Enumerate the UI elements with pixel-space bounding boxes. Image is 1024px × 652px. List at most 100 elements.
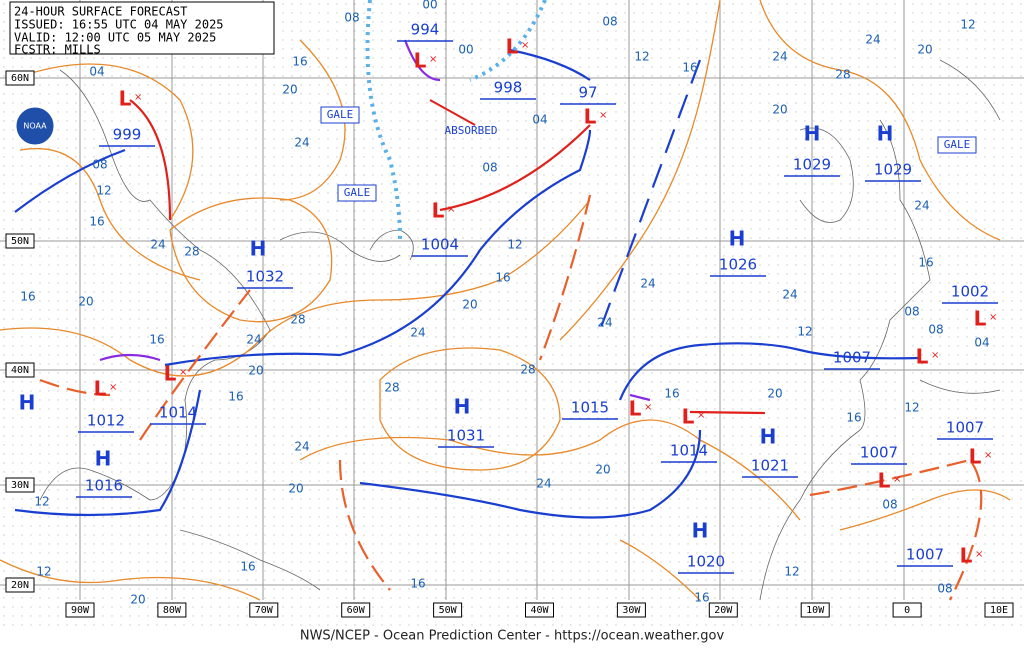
low-center: L	[878, 469, 891, 493]
isobar-label: 12	[507, 238, 522, 252]
isobar-label: 20	[78, 295, 93, 309]
isobar-label: 16	[292, 55, 307, 69]
header-forecaster: FCSTR: MILLS	[14, 43, 101, 57]
isobar-label: 28	[835, 68, 850, 82]
high-center: H	[19, 391, 36, 415]
high-center: H	[760, 425, 777, 449]
header-frame	[9, 1, 275, 55]
lon-label: 40W	[530, 605, 549, 616]
low-x: ×	[429, 54, 437, 65]
pressure-value: 1032	[246, 268, 284, 286]
annotation: GALE	[344, 186, 371, 199]
lon-label: 60W	[347, 605, 366, 616]
lon-label-box	[892, 602, 922, 618]
low-center: L	[506, 35, 519, 59]
low-center: L	[974, 307, 987, 331]
low-x: ×	[984, 450, 992, 461]
high-center: H	[877, 122, 894, 146]
lat-label: 20N	[11, 580, 29, 591]
lat-label: 50N	[11, 236, 29, 247]
pressure-value: 1007	[860, 444, 898, 462]
isobar-label: 20	[767, 387, 782, 401]
isobar-label: 24	[536, 477, 551, 491]
isobar-label: 24	[150, 238, 165, 252]
isobar-label: 12	[634, 50, 649, 64]
isobar-label: 08	[904, 305, 919, 319]
low-center: L	[94, 377, 107, 401]
isobar-label: 12	[904, 401, 919, 415]
pressure-value: 97	[578, 84, 597, 102]
isobar-label: 04	[89, 65, 104, 79]
isobar-label: 24	[294, 440, 309, 454]
pressure-value: 1014	[159, 404, 197, 422]
isobar-label: 20	[462, 298, 477, 312]
lon-label-box	[433, 602, 463, 618]
pressure-value: 994	[411, 21, 440, 39]
low-center: L	[164, 362, 177, 386]
isobar-label: 28	[384, 381, 399, 395]
lon-label: 90W	[71, 605, 90, 616]
annotation: GALE	[944, 138, 971, 151]
isobar-label: 16	[410, 577, 425, 591]
low-center: L	[432, 199, 445, 223]
pressure-value: 1015	[571, 399, 609, 417]
lon-label-box	[65, 602, 95, 618]
pressure-value: 1031	[447, 427, 485, 445]
isobar-label: 28	[290, 313, 305, 327]
high-center: H	[692, 519, 709, 543]
isobar-label: 20	[772, 103, 787, 117]
isobar-label: 24	[914, 199, 929, 213]
lat-label-box	[5, 477, 35, 493]
isobar-label: 24	[597, 316, 612, 330]
isobar-label: 08	[882, 498, 897, 512]
lon-label: 30W	[622, 605, 641, 616]
isobar-label: 24	[410, 326, 425, 340]
high-center: H	[250, 237, 267, 261]
isobar-label: 08	[928, 323, 943, 337]
low-x: ×	[134, 92, 142, 103]
isobar-label: 16	[918, 256, 933, 270]
isobar-label: 28	[184, 245, 199, 259]
low-x: ×	[447, 204, 455, 215]
pressure-value: 1012	[87, 412, 125, 430]
pressure-value: 1014	[670, 442, 708, 460]
lon-label: 10E	[990, 605, 1008, 616]
isobar-label: 24	[294, 136, 309, 150]
low-center: L	[414, 49, 427, 73]
isobar-label: 24	[865, 33, 880, 47]
isobar-label: 04	[532, 113, 547, 127]
low-x: ×	[599, 110, 607, 121]
pressure-value: 999	[113, 126, 142, 144]
isobar-label: 20	[282, 83, 297, 97]
pressure-value: 1002	[951, 283, 989, 301]
pressure-value: 1007	[833, 349, 871, 367]
lon-label-box	[984, 602, 1014, 618]
lat-label-box	[5, 577, 35, 593]
pressure-value: 998	[494, 79, 523, 97]
isobar-label: 20	[130, 593, 145, 607]
lon-label-box	[341, 602, 371, 618]
lon-label-box	[708, 602, 738, 618]
logo-text: NOAA	[23, 122, 47, 131]
lon-label: 70W	[255, 605, 274, 616]
lon-label: 20W	[714, 605, 733, 616]
lon-label: 0	[904, 605, 910, 616]
annotation: ABSORBED	[445, 124, 498, 137]
isobar-label: 08	[92, 158, 107, 172]
low-center: L	[119, 87, 132, 111]
fronts	[14, 0, 983, 601]
isobar-label: 24	[782, 288, 797, 302]
lon-label: 80W	[163, 605, 182, 616]
lat-label-box	[5, 70, 35, 86]
low-x: ×	[109, 382, 117, 393]
low-center: L	[682, 405, 695, 429]
high-center: H	[729, 227, 746, 251]
lon-label: 10W	[806, 605, 825, 616]
low-center: L	[969, 445, 982, 469]
lat-label-box	[5, 362, 35, 378]
isobar-label: 16	[664, 387, 679, 401]
map-background	[0, 0, 1024, 630]
low-x: ×	[989, 312, 997, 323]
lon-label-box	[157, 602, 187, 618]
